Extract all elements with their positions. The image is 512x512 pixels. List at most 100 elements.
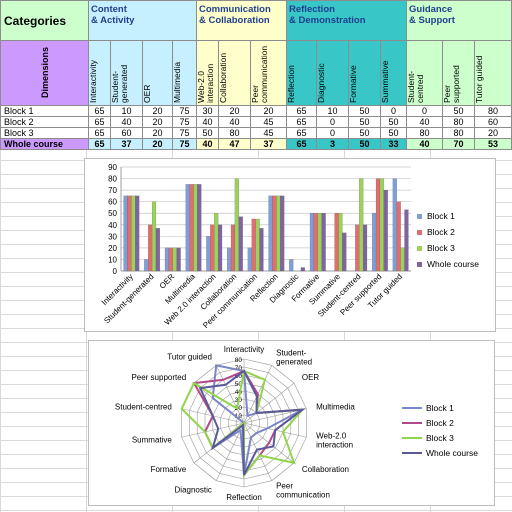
bar <box>185 184 190 272</box>
bar <box>334 213 339 272</box>
table-cell[interactable]: 80 <box>406 127 443 139</box>
group-header: Communication & Collaboration <box>196 0 287 41</box>
radar-spoke <box>243 422 273 481</box>
dimension-label: Student- generated <box>110 64 130 103</box>
bar <box>396 201 401 272</box>
table-cell[interactable]: 53 <box>474 138 512 150</box>
table-cell[interactable]: 75 <box>172 138 197 150</box>
table-cell[interactable]: 60 <box>110 127 143 139</box>
table-cell[interactable]: 80 <box>442 127 475 139</box>
radar-spoke <box>215 422 245 481</box>
dimension-label: Reflection <box>286 65 297 103</box>
y-tick-label: 90 <box>108 163 117 172</box>
table-cell[interactable]: 20 <box>142 116 173 128</box>
bar <box>127 195 132 272</box>
table-cell[interactable]: 40 <box>218 116 251 128</box>
table-cell[interactable]: 37 <box>250 138 287 150</box>
table-cell[interactable]: 80 <box>474 105 512 117</box>
table-cell[interactable]: 20 <box>474 127 512 139</box>
radar-tick-label: 10 <box>235 413 243 420</box>
radar-axis-label: Multimedia <box>316 403 355 412</box>
bar-chart-panel[interactable]: 0 10 20 30 40 50 60 70 80 90 Interactivity Student-… <box>84 158 496 332</box>
table-cell[interactable]: 50 <box>380 127 407 139</box>
dimension-label: Peer communication <box>250 45 270 103</box>
dimension-label: Student-centred <box>406 70 426 103</box>
dimension-label: Peer supported <box>442 65 462 103</box>
table-cell[interactable]: 50 <box>348 105 381 117</box>
table-cell[interactable]: 40 <box>196 138 219 150</box>
dimension-header: Diagnostic <box>316 40 349 106</box>
bar <box>214 213 219 272</box>
table-row: Block 1 65 10 20 75 30 20 20 65 10 50 0 0 50 80 <box>0 105 512 117</box>
dimension-header: Peer supported <box>442 40 475 106</box>
radar-tick-label: 60 <box>235 373 243 380</box>
table-cell[interactable]: 0 <box>316 116 349 128</box>
table-cell[interactable]: 40 <box>406 116 443 128</box>
categories-table: Categories Content & Activity Communicati… <box>0 0 512 150</box>
table-cell[interactable]: 37 <box>110 138 143 150</box>
bar <box>309 213 315 272</box>
table-cell[interactable]: 0 <box>316 127 349 139</box>
legend-swatch <box>417 246 422 251</box>
table-cell[interactable]: 75 <box>172 116 197 128</box>
bar <box>210 224 215 272</box>
table-cell[interactable]: 47 <box>218 138 251 150</box>
table-cell[interactable]: 45 <box>250 127 287 139</box>
dimension-header: Reflection <box>286 40 317 106</box>
table-cell[interactable]: 50 <box>442 105 475 117</box>
table-cell[interactable]: 75 <box>172 105 197 117</box>
dimension-header: Student-centred <box>406 40 443 106</box>
table-cell[interactable]: 60 <box>474 116 512 128</box>
table-cell[interactable]: 20 <box>142 138 173 150</box>
bar <box>230 224 236 272</box>
table-cell[interactable]: 40 <box>196 116 219 128</box>
table-cell[interactable]: 50 <box>380 116 407 128</box>
table-row: Whole course 65 37 20 75 40 47 37 65 3 50 33 40 70 53 <box>0 138 512 150</box>
table-cell[interactable]: 40 <box>406 138 443 150</box>
table-cell[interactable]: 65 <box>88 105 111 117</box>
table-cell[interactable]: 0 <box>380 105 407 117</box>
table-cell[interactable]: 65 <box>88 127 111 139</box>
table-cell[interactable]: 50 <box>196 127 219 139</box>
table-cell[interactable]: 65 <box>286 105 317 117</box>
radar-axis-label: Summative <box>132 435 173 444</box>
table-cell[interactable]: 10 <box>110 105 143 117</box>
table-cell[interactable]: 20 <box>142 127 173 139</box>
dimension-header: Tutor guided <box>474 40 512 106</box>
row-label: Block 1 <box>0 105 89 117</box>
table-cell[interactable]: 65 <box>88 116 111 128</box>
table-cell[interactable]: 50 <box>348 116 381 128</box>
bar <box>255 218 260 272</box>
group-header: Content & Activity <box>88 0 197 41</box>
bar <box>189 184 194 272</box>
table-cell[interactable]: 20 <box>218 105 251 117</box>
bar <box>276 195 281 272</box>
table-cell[interactable]: 65 <box>286 138 317 150</box>
table-cell[interactable]: 0 <box>406 105 443 117</box>
legend-label: Block 2 <box>427 227 455 237</box>
table-cell[interactable]: 65 <box>286 127 317 139</box>
bar <box>176 247 181 272</box>
table-cell[interactable]: 20 <box>250 105 287 117</box>
table-cell[interactable]: 3 <box>316 138 349 150</box>
table-cell[interactable]: 10 <box>316 105 349 117</box>
table-cell[interactable]: 20 <box>142 105 173 117</box>
table-cell[interactable]: 50 <box>348 138 381 150</box>
bar <box>135 195 140 272</box>
table-cell[interactable]: 80 <box>218 127 251 139</box>
table-cell[interactable]: 45 <box>250 116 287 128</box>
bar <box>131 195 136 272</box>
table-cell[interactable]: 70 <box>442 138 475 150</box>
bar <box>168 247 173 272</box>
radar-axis-label: Reflection <box>226 493 262 502</box>
table-cell[interactable]: 65 <box>88 138 111 150</box>
table-cell[interactable]: 50 <box>348 127 381 139</box>
bar <box>359 178 364 272</box>
table-cell[interactable]: 65 <box>286 116 317 128</box>
table-cell[interactable]: 30 <box>196 105 219 117</box>
table-cell[interactable]: 75 <box>172 127 197 139</box>
table-cell[interactable]: 40 <box>110 116 143 128</box>
table-cell[interactable]: 80 <box>442 116 475 128</box>
table-cell[interactable]: 33 <box>380 138 407 150</box>
radar-chart-panel[interactable]: 10 20 30 40 50 60 70 80 Interactivity Student-gen… <box>88 340 495 506</box>
